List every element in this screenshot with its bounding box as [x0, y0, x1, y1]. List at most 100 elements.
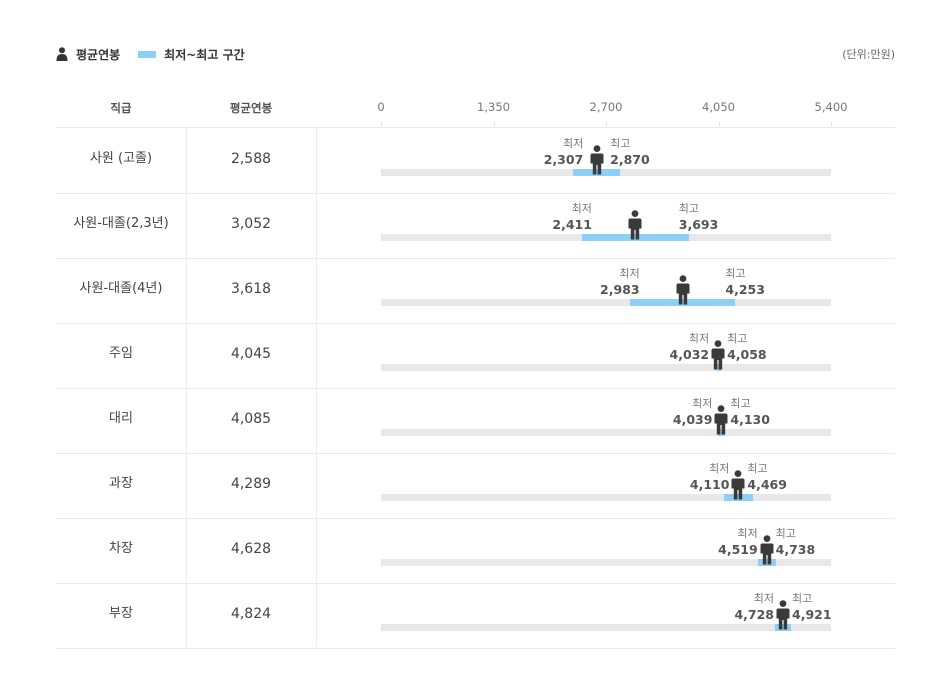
max-label: 최고 — [792, 592, 813, 605]
average-cell: 3,618 — [230, 281, 272, 297]
max-label: 최고 — [610, 137, 631, 150]
average-person-marker — [627, 210, 643, 240]
x-tick-mark — [493, 122, 495, 127]
range-swatch-icon — [138, 50, 157, 58]
average-person-marker — [713, 405, 729, 435]
x-tick-mark — [831, 122, 832, 127]
rank-cell: 차장 — [109, 541, 133, 556]
row-divider — [56, 518, 895, 519]
min-value: 4,032 — [669, 347, 710, 362]
max-value: 4,058 — [727, 347, 767, 362]
x-tick-label: 4,050 — [702, 100, 735, 114]
min-label: 최저 — [571, 202, 592, 215]
max-value: 4,469 — [747, 477, 787, 492]
table-row: 대리 4,085 최저 4,039 최고 4,130 — [56, 388, 895, 453]
range-track — [381, 559, 831, 566]
salary-range-bar — [573, 169, 621, 176]
average-person-marker — [730, 470, 746, 500]
salary-range-bar — [581, 234, 689, 241]
rank-cell: 대리 — [109, 411, 133, 426]
salary-range-bar — [775, 624, 792, 631]
row-divider — [56, 258, 895, 259]
max-value: 4,738 — [775, 542, 816, 557]
x-tick-label: 2,700 — [589, 100, 623, 114]
row-divider — [56, 127, 895, 128]
average-cell: 2,588 — [230, 151, 272, 167]
average-cell: 4,824 — [230, 606, 272, 622]
rank-cell: 과장 — [109, 476, 133, 491]
column-divider — [316, 128, 317, 647]
salary-range-bar — [629, 299, 736, 306]
average-person-marker — [775, 600, 791, 630]
min-label: 최저 — [688, 332, 710, 345]
table-row: 사원-대졸(2,3년) 3,052 최저 2,411 최고 3,693 — [56, 193, 895, 258]
min-value: 4,519 — [718, 542, 758, 557]
x-tick-mark — [381, 122, 382, 127]
salary-range-bar — [723, 494, 754, 501]
min-label: 최저 — [709, 462, 730, 475]
min-value: 4,039 — [672, 412, 713, 427]
x-tick-mark — [606, 122, 607, 127]
legend-average-label: 평균연봉 — [76, 47, 121, 62]
min-value: 2,307 — [543, 152, 584, 167]
x-tick-mark — [718, 122, 720, 127]
rank-cell: 주임 — [109, 346, 133, 361]
min-label: 최저 — [563, 137, 584, 150]
legend-range-label: 최저~최고 구간 — [164, 47, 245, 62]
max-label: 최고 — [678, 202, 699, 215]
person-icon — [56, 47, 68, 61]
row-divider — [56, 583, 895, 584]
max-value: 2,870 — [610, 152, 650, 167]
rank-cell: 사원 (고졸) — [89, 151, 153, 166]
header-average: 평균연봉 — [229, 101, 273, 115]
table-row: 사원-대졸(4년) 3,618 최저 2,983 최고 4,253 — [56, 258, 895, 323]
min-value: 2,983 — [600, 282, 640, 297]
min-label: 최저 — [692, 397, 713, 410]
range-track — [381, 494, 831, 501]
max-label: 최고 — [725, 267, 746, 280]
x-tick-label: 5,400 — [814, 100, 848, 114]
average-person-marker — [675, 275, 691, 305]
header-rank: 직급 — [110, 101, 132, 115]
table-row: 과장 4,289 최저 4,110 최고 4,469 — [56, 453, 895, 518]
max-label: 최고 — [775, 527, 796, 540]
max-label: 최고 — [747, 462, 768, 475]
average-person-marker — [710, 340, 726, 370]
rank-cell: 부장 — [109, 606, 133, 621]
table-row: 차장 4,628 최저 4,519 최고 4,738 — [56, 518, 895, 583]
salary-range-bar — [717, 429, 726, 436]
average-cell: 4,628 — [230, 541, 272, 557]
chart-legend: 평균연봉 최저~최고 구간 — [56, 44, 263, 64]
legend-range: 최저~최고 구간 — [138, 46, 245, 63]
average-person-marker — [589, 145, 605, 175]
rank-cell: 사원-대졸(4년) — [79, 281, 163, 296]
x-tick-label: 0 — [377, 100, 385, 114]
row-divider — [56, 193, 895, 194]
range-track — [381, 624, 831, 631]
max-value: 4,253 — [725, 282, 765, 297]
average-cell: 4,045 — [230, 346, 272, 362]
average-cell: 3,052 — [230, 216, 272, 232]
min-value: 2,411 — [552, 217, 592, 232]
row-divider — [56, 323, 895, 324]
average-cell: 4,085 — [230, 411, 272, 427]
max-label: 최고 — [727, 332, 748, 345]
min-value: 4,110 — [689, 477, 730, 492]
salary-range-bar — [757, 559, 776, 566]
max-value: 3,693 — [678, 217, 719, 232]
table-row: 부장 4,824 최저 4,728 최고 4,921 — [56, 583, 895, 648]
range-track — [381, 299, 831, 306]
row-divider — [56, 453, 895, 454]
legend-average: 평균연봉 — [56, 46, 120, 63]
table-row: 주임 4,045 최저 4,032 최고 4,058 — [56, 323, 895, 388]
range-track — [381, 364, 831, 371]
x-tick-label: 1,350 — [477, 100, 510, 114]
column-divider — [186, 128, 187, 647]
rank-cell: 사원-대졸(2,3년) — [73, 216, 169, 231]
max-value: 4,130 — [730, 412, 770, 427]
min-label: 최저 — [753, 592, 774, 605]
unit-label: (단위:만원) — [842, 48, 895, 61]
average-person-marker — [759, 535, 775, 565]
min-value: 4,728 — [734, 607, 774, 622]
max-value: 4,921 — [792, 607, 832, 622]
